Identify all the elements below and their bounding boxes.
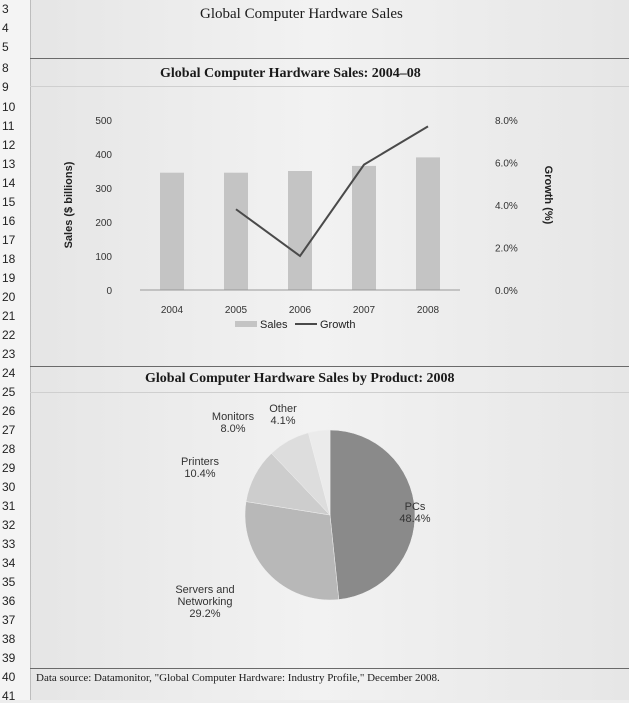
row-number[interactable]: 19 [2, 271, 16, 285]
row-number[interactable]: 23 [2, 347, 16, 361]
row-number[interactable]: 17 [2, 233, 16, 247]
sales-bar-2004 [160, 172, 184, 290]
row-number[interactable]: 33 [2, 537, 16, 551]
chart-border-top [30, 58, 629, 59]
sales-bar-2008 [416, 157, 440, 290]
row-number[interactable]: 25 [2, 385, 16, 399]
legend: Sales Growth [235, 319, 355, 331]
row-number[interactable]: 9 [2, 80, 9, 94]
y2-tick-label: 4.0% [495, 201, 518, 212]
y2-axis-label: Growth (%) [542, 166, 554, 225]
sales-growth-chart: 0 100 200 300 400 500 0.0% 2.0% 4.0% 6.0% 8.0% 20… [63, 116, 554, 331]
row-header-column[interactable]: 3 4 5 8 9 10 11 12 13 14 15 16 17 18 19 20 21 22 23 24 25 26 2… [0, 0, 31, 703]
legend-label-growth: Growth [320, 319, 355, 331]
y2-tick-label: 6.0% [495, 159, 518, 170]
gridline [30, 86, 629, 87]
y-axis-label: Sales ($ billions) [63, 161, 75, 248]
pie-label-other: Other 4.1% [269, 403, 297, 427]
row-number[interactable]: 3 [2, 2, 9, 16]
y-tick-label: 500 [95, 116, 112, 127]
y2-tick-label: 8.0% [495, 116, 518, 127]
y-tick-label: 200 [95, 218, 112, 229]
row-number[interactable]: 29 [2, 461, 16, 475]
row-number[interactable]: 12 [2, 138, 16, 152]
pie-label-monitors: Monitors 8.0% [212, 411, 255, 435]
pie-chart-title: Global Computer Hardware Sales by Produc… [145, 371, 455, 386]
sales-bar-2007 [352, 165, 376, 290]
row-number[interactable]: 4 [2, 21, 9, 35]
growth-line [235, 125, 429, 258]
x-tick-label: 2007 [353, 305, 376, 316]
row-number[interactable]: 39 [2, 651, 16, 665]
row-number[interactable]: 18 [2, 252, 16, 266]
data-source-footnote: Data source: Datamonitor, "Global Comput… [36, 672, 440, 684]
row-number[interactable]: 14 [2, 176, 16, 190]
sales-bar-2005 [224, 172, 248, 290]
row-number[interactable]: 8 [2, 61, 9, 75]
y2-tick-label: 2.0% [495, 244, 518, 255]
row-number[interactable]: 32 [2, 518, 16, 532]
pie-label-pcs: PCs 48.4% [399, 501, 430, 525]
row-number[interactable]: 35 [2, 575, 16, 589]
x-tick-label: 2006 [289, 305, 312, 316]
legend-label-sales: Sales [260, 319, 288, 331]
row-number[interactable]: 15 [2, 195, 16, 209]
row-number[interactable]: 16 [2, 214, 16, 228]
pie-label-printers: Printers 10.4% [181, 456, 219, 480]
row-number[interactable]: 20 [2, 290, 16, 304]
pie-label-servers-and-networking: Servers and Networking 29.2% [175, 584, 234, 620]
sales-bar-2006 [288, 171, 312, 290]
x-tick-label: 2004 [161, 305, 184, 316]
row-number[interactable]: 38 [2, 632, 16, 646]
chart-border-bottom [30, 668, 629, 669]
y-tick-label: 100 [95, 252, 112, 263]
row-number[interactable]: 11 [2, 119, 15, 133]
row-number[interactable]: 37 [2, 613, 16, 627]
row-number[interactable]: 36 [2, 594, 16, 608]
row-number[interactable]: 27 [2, 423, 16, 437]
row-number[interactable]: 41 [2, 689, 16, 703]
row-number[interactable]: 31 [2, 499, 16, 513]
row-number[interactable]: 5 [2, 40, 9, 54]
row-number[interactable]: 13 [2, 157, 16, 171]
chart-border-middle [30, 366, 629, 367]
y-tick-label: 300 [95, 184, 112, 195]
sheet-title: Global Computer Hardware Sales [200, 6, 403, 22]
row-number[interactable]: 30 [2, 480, 16, 494]
row-number[interactable]: 10 [2, 100, 16, 114]
row-number[interactable]: 40 [2, 670, 16, 684]
x-tick-label: 2008 [417, 305, 440, 316]
x-tick-label: 2005 [225, 305, 248, 316]
row-number[interactable]: 21 [2, 309, 16, 323]
gridline [30, 392, 629, 393]
bar-chart-title: Global Computer Hardware Sales: 2004–08 [160, 66, 421, 81]
row-number[interactable]: 34 [2, 556, 16, 570]
pie-slice-pcs [329, 429, 416, 600]
row-number[interactable]: 22 [2, 328, 16, 342]
legend-swatch-sales [235, 321, 257, 327]
row-number[interactable]: 26 [2, 404, 16, 418]
pie-slice-other [308, 429, 331, 516]
y-tick-label: 0 [106, 286, 112, 297]
product-pie-chart: PCs 48.4% Servers and Networking 29.2% Printe… [175, 403, 430, 620]
y2-tick-label: 0.0% [495, 286, 518, 297]
row-number[interactable]: 24 [2, 366, 16, 380]
y-tick-label: 400 [95, 150, 112, 161]
row-number[interactable]: 28 [2, 442, 16, 456]
pie-slice-servers-and-networking [244, 501, 340, 601]
